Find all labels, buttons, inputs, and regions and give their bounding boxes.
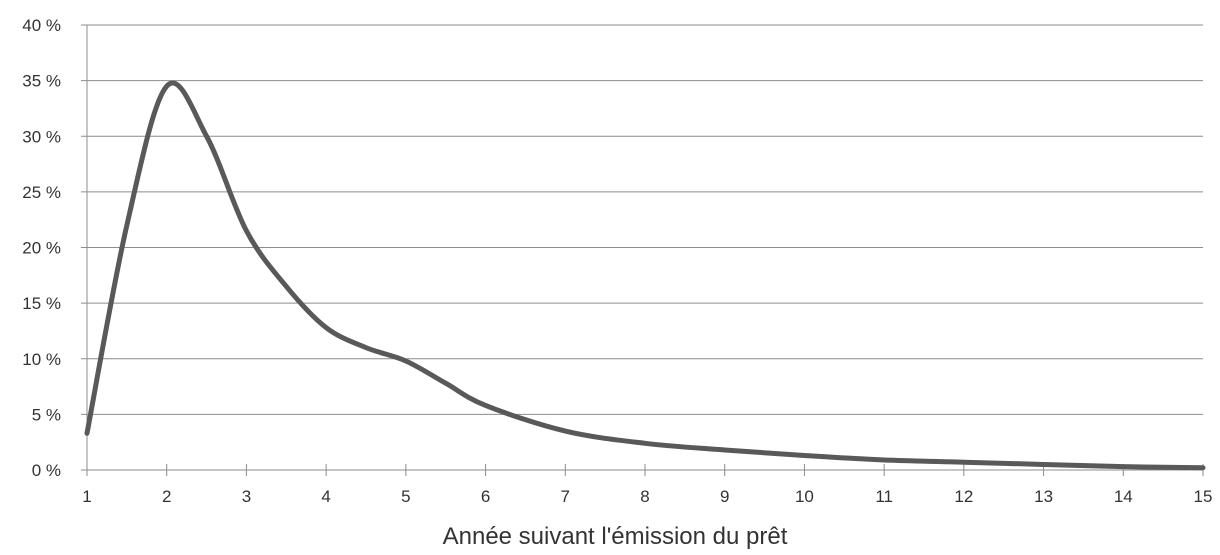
x-axis-ticks: 1 2 3 4 5 6 7 8 9 10 11 12 13 14 15 bbox=[82, 464, 1212, 506]
grid-lines bbox=[87, 24, 1203, 415]
y-tick-label: 35 % bbox=[22, 72, 61, 91]
y-tick-label: 0 % bbox=[32, 461, 61, 480]
y-tick-label: 40 % bbox=[22, 16, 61, 35]
y-tick-label: 10 % bbox=[22, 350, 61, 369]
x-tick-label: 5 bbox=[401, 487, 410, 506]
y-tick-label: 30 % bbox=[22, 127, 61, 146]
x-axis-title: Année suivant l'émission du prêt bbox=[443, 523, 788, 550]
y-tick-label: 15 % bbox=[22, 294, 61, 313]
series-line-0 bbox=[84, 80, 1206, 471]
x-tick-label: 1 bbox=[82, 487, 91, 506]
x-tick-label: 7 bbox=[561, 487, 570, 506]
x-tick-label: 2 bbox=[162, 487, 171, 506]
x-tick-label: 8 bbox=[640, 487, 649, 506]
y-tick-label: 25 % bbox=[22, 183, 61, 202]
x-tick-label: 10 bbox=[795, 487, 814, 506]
x-tick-label: 15 bbox=[1194, 487, 1213, 506]
x-tick-label: 6 bbox=[481, 487, 490, 506]
x-tick-label: 4 bbox=[321, 487, 330, 506]
x-tick-label: 13 bbox=[1034, 487, 1053, 506]
x-tick-label: 14 bbox=[1114, 487, 1133, 506]
x-tick-label: 12 bbox=[954, 487, 973, 506]
x-tick-label: 9 bbox=[720, 487, 729, 506]
y-tick-label: 5 % bbox=[32, 405, 61, 424]
x-tick-label: 11 bbox=[875, 487, 893, 506]
x-tick-label: 3 bbox=[242, 487, 251, 506]
series-lines bbox=[84, 80, 1206, 471]
y-axis-ticks: 0 % 5 % 10 % 15 % 20 % 25 % 30 % 35 % 40 % bbox=[22, 16, 87, 480]
y-tick-label: 20 % bbox=[22, 239, 61, 258]
